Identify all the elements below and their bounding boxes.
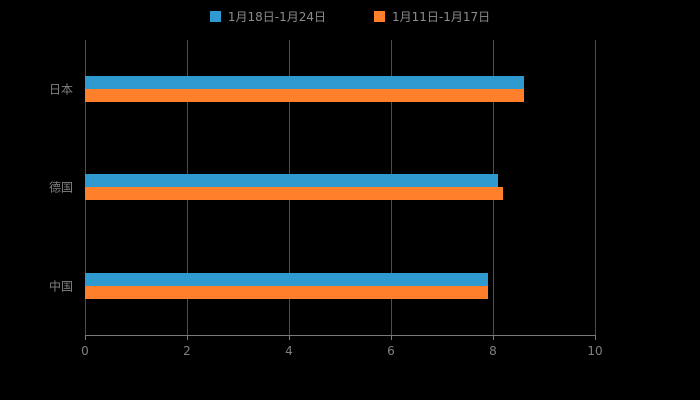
- legend-label: 1月18日-1月24日: [227, 10, 326, 24]
- x-axis-tick: [187, 335, 188, 340]
- bar-日本-series-0[interactable]: [85, 76, 524, 90]
- x-axis-tick: [595, 335, 596, 340]
- legend-item-series-0[interactable]: 1月18日-1月24日: [209, 8, 326, 25]
- category-label: 日本: [48, 82, 73, 97]
- x-axis-tick: [85, 335, 86, 340]
- category-row-0: 日本: [49, 40, 595, 138]
- x-axis-tick-label: 4: [285, 344, 293, 358]
- x-axis-tick-label: 6: [387, 344, 395, 358]
- bar-德国-series-1[interactable]: [85, 187, 504, 201]
- x-axis-tick: [493, 335, 494, 340]
- bar-德国-series-0[interactable]: [85, 174, 499, 188]
- x-axis-tick: [391, 335, 392, 340]
- bar-日本-series-1[interactable]: [85, 89, 524, 103]
- legend-label: 1月11日-1月17日: [392, 10, 491, 24]
- legend-swatch: [374, 11, 385, 22]
- category-row-2: 中国: [49, 237, 595, 335]
- x-axis-tick: [289, 335, 290, 340]
- bar-中国-series-1[interactable]: [85, 285, 488, 299]
- chart-legend: 1月18日-1月24日 1月11日-1月17日: [0, 8, 700, 25]
- legend-swatch: [209, 11, 221, 22]
- gridline: [595, 40, 596, 335]
- bar-group: [85, 272, 595, 299]
- x-axis-tick-label: 8: [489, 344, 497, 358]
- bar-group: [85, 174, 595, 201]
- legend-item-series-1[interactable]: 1月11日-1月17日: [374, 8, 490, 25]
- category-label: 中国: [48, 279, 73, 294]
- plot-area: 0 2 4 6 8 10 日本德国中国: [49, 40, 603, 358]
- bar-group: [85, 76, 595, 103]
- x-axis-tick-label: 2: [183, 344, 191, 358]
- x-axis-tick-label: 0: [81, 344, 89, 358]
- category-label: 德国: [48, 180, 73, 195]
- bar-中国-series-0[interactable]: [85, 272, 488, 286]
- category-row-1: 德国: [49, 138, 595, 236]
- x-axis-tick-label: 10: [587, 344, 603, 358]
